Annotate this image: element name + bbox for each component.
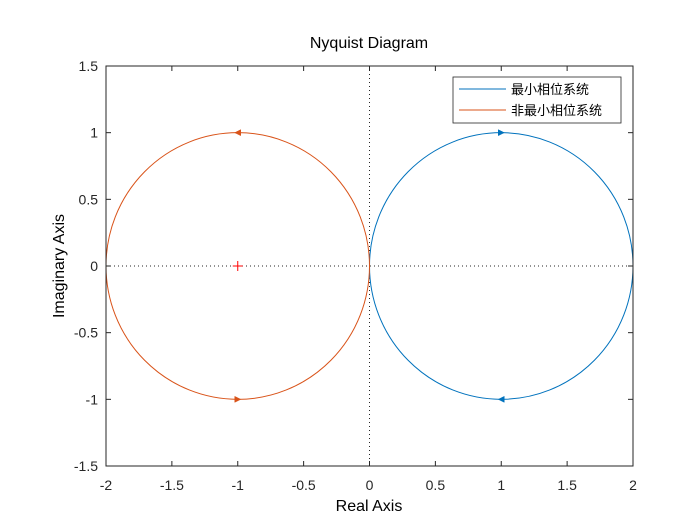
legend: 最小相位系统 非最小相位系统: [452, 76, 622, 124]
y-tick-label: -0.5: [74, 325, 98, 341]
chart-title: Nyquist Diagram: [310, 35, 428, 52]
x-tick-label: -1.5: [160, 477, 184, 493]
markers-layer: [232, 129, 505, 403]
x-tick-label: 2: [629, 477, 637, 493]
x-tick-label: 1: [497, 477, 505, 493]
y-tick-label: 1: [90, 125, 98, 141]
x-tick-label: 1.5: [557, 477, 577, 493]
legend-box: [452, 76, 622, 124]
critical-point-marker: [232, 261, 243, 271]
y-tick-label: 0: [90, 258, 98, 274]
x-tick-label: 0.5: [426, 477, 446, 493]
direction-arrow-0-0: [498, 129, 505, 137]
y-tick-label: 1.5: [79, 58, 99, 74]
direction-arrow-1-0: [234, 129, 241, 137]
direction-arrow-0-1: [497, 395, 505, 403]
y-axis-label: Imaginary Axis: [51, 214, 68, 318]
x-tick-label: 0: [366, 477, 374, 493]
y-tick-label: -1: [86, 391, 99, 407]
y-ticks: -1.5 -1 -0.5 0 0.5 1 1.5: [74, 58, 633, 474]
y-tick-label: 0.5: [79, 191, 99, 207]
x-tick-label: -2: [100, 477, 113, 493]
x-axis-label: Real Axis: [336, 498, 403, 515]
x-tick-label: -1: [232, 477, 245, 493]
x-ticks: -2 -1.5 -1 -0.5 0 0.5 1 1.5 2: [100, 66, 637, 493]
direction-arrow-1-1: [234, 395, 242, 403]
y-tick-label: -1.5: [74, 458, 98, 474]
legend-label-minimum-phase: 最小相位系统: [511, 83, 589, 98]
x-tick-label: -0.5: [292, 477, 316, 493]
legend-label-non-minimum-phase: 非最小相位系统: [511, 104, 602, 119]
